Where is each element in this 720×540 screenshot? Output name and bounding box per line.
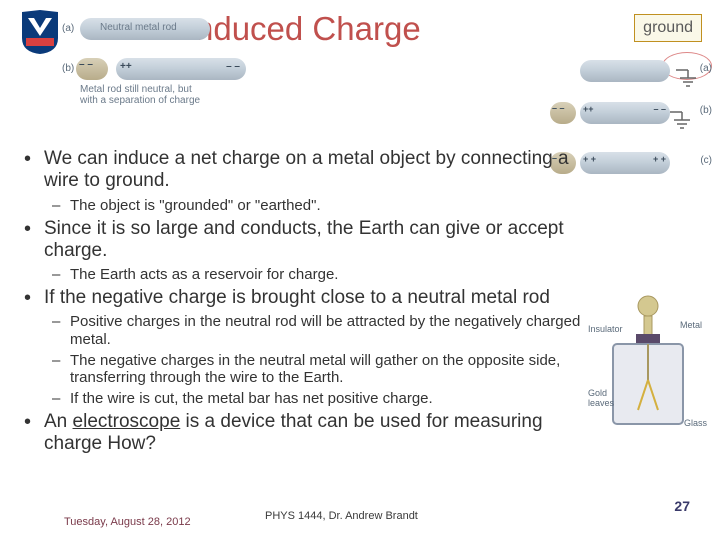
label-a: (a): [62, 23, 74, 34]
rod-b: ++ – –: [116, 58, 246, 80]
uta-logo: [18, 8, 62, 56]
rod-rc: + + + +: [580, 152, 670, 174]
electroscope-term: electroscope: [73, 411, 181, 432]
ground-label: ground: [634, 14, 702, 42]
bullet-3-sub-2: The negative charges in the neutral meta…: [20, 352, 585, 387]
bullet-1-sub-1: The object is "grounded" or "earthed".: [20, 197, 585, 215]
bullet-2-sub-1: The Earth acts as a reservoir for charge…: [20, 266, 585, 284]
page-number: 27: [674, 498, 690, 514]
svg-text:leaves: leaves: [588, 398, 615, 408]
bullet-2: Since it is so large and conducts, the E…: [20, 218, 585, 263]
rod-rb-ext: – –: [550, 102, 576, 124]
slide-title: nduced Charge: [195, 10, 421, 48]
rod-b-ext: – –: [76, 58, 108, 80]
bullet-4: An electroscope is a device that can be …: [20, 411, 585, 456]
rod-rb: ++ – –: [580, 102, 670, 124]
bullet-3-sub-1: Positive charges in the neutral rod will…: [20, 313, 585, 348]
gold-label: Gold: [588, 388, 607, 398]
footer-course: PHYS 1444, Dr. Andrew Brandt: [265, 510, 418, 522]
right-diagrams: (a) – – ++ – – (b) – – + + + + (c): [580, 60, 670, 182]
bullet-1: We can induce a net charge on a metal ob…: [20, 148, 585, 193]
rod-b-label: Metal rod still neutral, but with a sepa…: [80, 84, 200, 106]
rod-a-label: Neutral metal rod: [100, 22, 177, 33]
ground-symbol-icon: [670, 108, 694, 134]
bullet-3-sub-3: If the wire is cut, the metal bar has ne…: [20, 390, 585, 408]
electroscope-diagram: Insulator Metal Gold leaves Glass: [588, 290, 708, 445]
ground-symbol-icon: [676, 66, 700, 92]
insulator-label: Insulator: [588, 324, 623, 334]
footer-date: Tuesday, August 28, 2012: [64, 516, 191, 528]
rod-diagram-left: (a) Neutral metal rod (b) – – ++ – – Met…: [80, 18, 210, 98]
label-b: (b): [62, 63, 74, 74]
metal-label: Metal: [680, 320, 702, 330]
glass-label: Glass: [684, 418, 708, 428]
rod-ra: [580, 60, 670, 82]
bullet-3: If the negative charge is brought close …: [20, 287, 585, 309]
rod-a: Neutral metal rod: [80, 18, 210, 40]
content: We can induce a net charge on a metal ob…: [20, 148, 585, 460]
